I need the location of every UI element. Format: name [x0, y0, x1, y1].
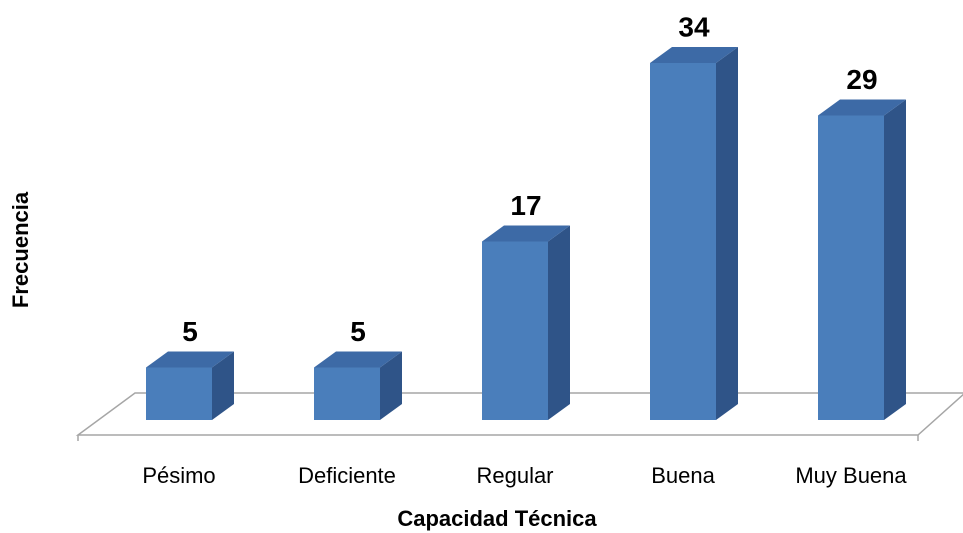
data-label: 5 — [182, 316, 198, 347]
x-tick-label: Buena — [651, 463, 715, 488]
bar — [146, 367, 212, 420]
x-tick-label: Deficiente — [298, 463, 396, 488]
data-label: 17 — [510, 190, 541, 221]
data-label: 29 — [846, 64, 877, 95]
bar-top — [314, 351, 402, 368]
bar-side — [380, 351, 402, 420]
x-tick-label: Muy Buena — [795, 463, 907, 488]
x-axis-title: Capacidad Técnica — [397, 506, 597, 531]
x-tick-label: Regular — [476, 463, 553, 488]
bar — [314, 367, 380, 420]
bar — [482, 241, 548, 420]
bar-top — [818, 99, 906, 116]
bar-side — [212, 351, 234, 420]
bar-side — [548, 225, 570, 420]
x-tick-label: Pésimo — [142, 463, 215, 488]
bar — [650, 63, 716, 420]
bar-top — [650, 47, 738, 63]
bar-side — [716, 47, 738, 420]
bar-top — [482, 225, 570, 242]
y-axis-title: Frecuencia — [8, 191, 33, 308]
data-label: 34 — [678, 11, 710, 42]
bar — [818, 115, 884, 420]
data-label: 5 — [350, 316, 366, 347]
bar-top — [146, 351, 234, 368]
bar-side — [884, 99, 906, 420]
floor — [75, 392, 963, 436]
